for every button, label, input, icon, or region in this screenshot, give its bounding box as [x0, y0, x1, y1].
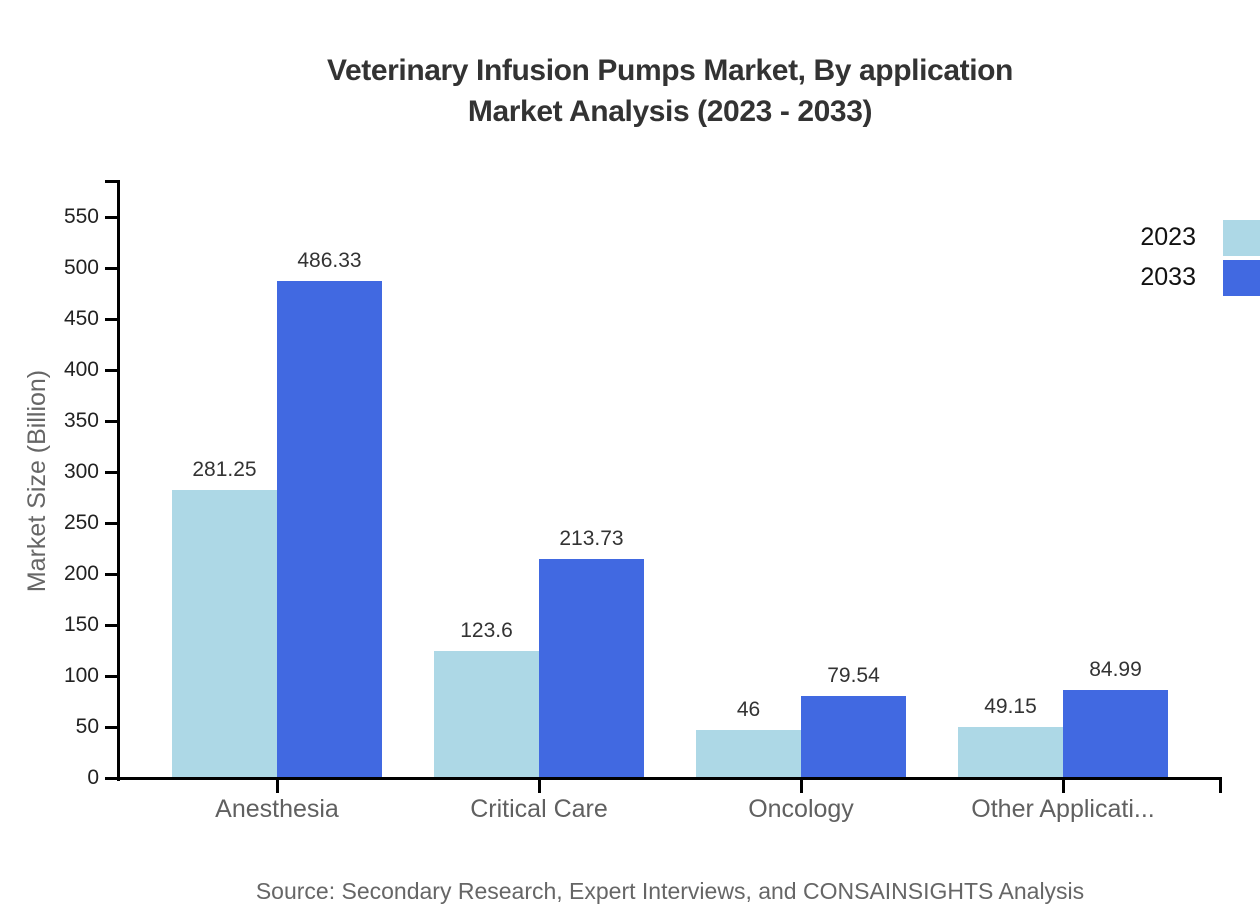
bar-2023-2	[696, 730, 801, 777]
y-axis-tick-label: 150	[63, 613, 99, 636]
y-axis-tick	[105, 624, 118, 627]
y-axis-tick	[105, 471, 118, 474]
y-axis-tick-label: 50	[75, 715, 99, 738]
legend-label-2033: 2033	[1140, 263, 1196, 291]
y-axis-tick	[105, 216, 118, 219]
y-axis-tick-label: 250	[63, 511, 99, 534]
bar-value-label: 79.54	[827, 664, 880, 687]
legend-swatch-2023	[1223, 220, 1260, 256]
y-axis-tick-label: 400	[63, 358, 99, 381]
y-axis-tick	[105, 420, 118, 423]
bar-2023-1	[434, 651, 539, 777]
y-axis-tick	[105, 675, 118, 678]
bar-2033-1	[539, 559, 644, 777]
y-axis-tick	[105, 267, 118, 270]
x-axis-tick	[538, 780, 541, 793]
y-axis-tick	[105, 726, 118, 729]
bar-2023-3	[958, 727, 1063, 777]
bar-value-label: 46	[736, 698, 761, 721]
bar-value-label: 281.25	[192, 458, 257, 481]
y-axis-tick	[105, 522, 118, 525]
x-axis-category-label-0: Anesthesia	[215, 795, 339, 823]
y-axis-tick-label: 550	[63, 205, 99, 228]
x-axis-category-label-3: Other Applicati...	[971, 795, 1155, 823]
bar-value-label: 213.73	[559, 527, 624, 550]
y-axis-end-cap	[105, 180, 118, 183]
y-axis-line	[117, 180, 120, 781]
legend-label-2023: 2023	[1140, 223, 1196, 251]
x-axis-end-cap	[1219, 777, 1222, 793]
chart-title-line2: Market Analysis (2023 - 2033)	[467, 95, 873, 128]
bar-value-label: 486.33	[297, 249, 362, 272]
y-axis-tick	[105, 318, 118, 321]
y-axis-tick-label: 350	[63, 409, 99, 432]
bar-2033-0	[277, 281, 382, 777]
y-axis-tick-label: 100	[63, 664, 99, 687]
bar-value-label: 123.6	[460, 619, 513, 642]
y-axis-tick-label: 500	[63, 256, 99, 279]
y-axis-tick	[105, 573, 118, 576]
x-axis-tick	[800, 780, 803, 793]
bar-value-label: 49.15	[984, 695, 1037, 718]
chart-title: Veterinary Infusion Pumps Market, By app…	[90, 50, 1250, 132]
bar-2033-2	[801, 696, 906, 777]
x-axis-line	[117, 777, 1222, 780]
bar-2033-3	[1063, 690, 1168, 777]
y-axis-tick	[105, 777, 118, 780]
x-axis-tick	[276, 780, 279, 793]
legend-swatch-2033	[1223, 260, 1260, 296]
chart-title-line1: Veterinary Infusion Pumps Market, By app…	[327, 54, 1013, 87]
y-axis-tick-label: 300	[63, 460, 99, 483]
x-axis-tick	[1062, 780, 1065, 793]
x-axis-category-label-2: Oncology	[748, 795, 854, 823]
y-axis-tick-label: 450	[63, 307, 99, 330]
y-axis-tick-label: 0	[87, 766, 99, 789]
y-axis-tick	[105, 369, 118, 372]
y-axis-tick-label: 200	[63, 562, 99, 585]
x-axis-category-label-1: Critical Care	[470, 795, 608, 823]
source-note: Source: Secondary Research, Expert Inter…	[255, 878, 1085, 904]
bar-2023-0	[172, 490, 277, 777]
bar-value-label: 84.99	[1089, 658, 1142, 681]
